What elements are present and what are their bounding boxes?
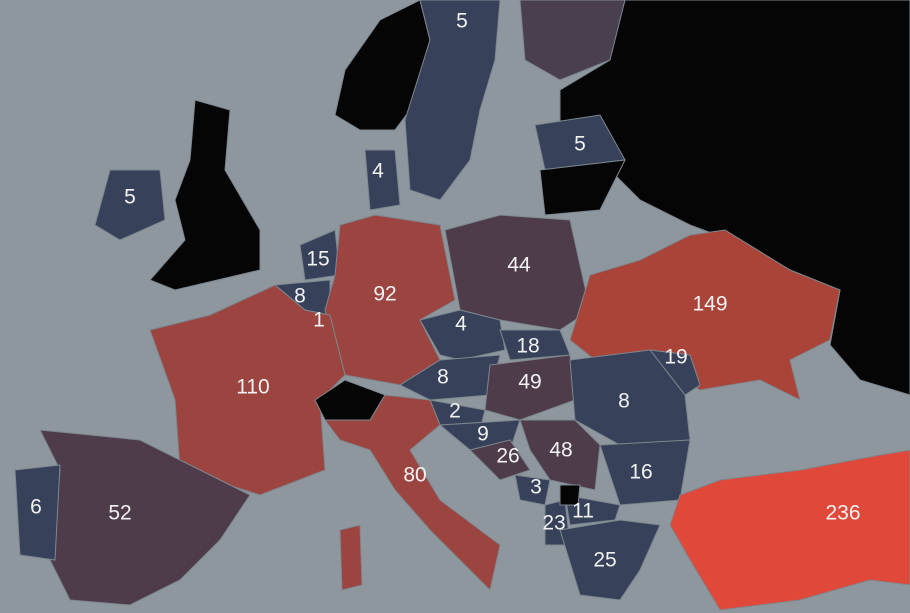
region-label: 23 [542,512,565,535]
region-label: 92 [373,283,396,306]
region-label: 1 [313,309,325,332]
region-label: 15 [306,248,329,271]
country [419,309,506,361]
region-label: 19 [664,346,687,369]
country [324,394,501,591]
region-label: 18 [516,335,539,358]
region-label: 6 [30,496,42,519]
region-label: 49 [518,371,541,394]
country [339,524,363,591]
country [14,464,61,561]
country [519,419,601,491]
region-label: 149 [692,293,727,316]
countries [14,0,910,611]
region-label: 3 [530,476,542,499]
country [669,449,910,611]
region-label: 9 [477,423,489,446]
country [519,0,626,81]
region-label: 4 [372,160,384,183]
country [469,439,531,481]
country [559,519,661,601]
country [364,149,401,211]
region-label: 26 [496,445,519,468]
region-label: 52 [108,502,131,525]
region-label: 5 [124,186,136,209]
region-label: 236 [825,502,860,525]
country [94,169,166,241]
region-label: 48 [549,439,572,462]
region-label: 5 [456,10,468,33]
country [484,354,576,421]
region-label: 25 [593,549,616,572]
region-label: 5 [574,133,586,156]
region-label: 16 [629,461,652,484]
country [539,159,626,216]
region-label: 4 [455,313,467,336]
region-label: 8 [294,285,306,308]
country [149,284,346,496]
region-label: 11 [572,500,594,523]
region-label: 8 [437,366,449,389]
region-label: 2 [449,400,461,423]
region-label: 8 [618,390,630,413]
country [559,484,581,506]
country [149,99,261,291]
region-label: 110 [236,376,269,399]
region-label: 80 [403,464,426,487]
region-label: 44 [507,254,531,277]
country [404,0,501,201]
